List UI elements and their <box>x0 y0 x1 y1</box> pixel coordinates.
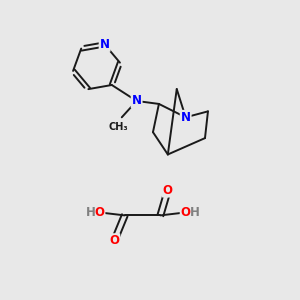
Text: O: O <box>94 206 104 219</box>
Text: H: H <box>85 206 95 219</box>
Text: N: N <box>132 94 142 107</box>
Text: O: O <box>163 184 173 196</box>
Text: H: H <box>190 206 200 219</box>
Text: N: N <box>100 38 110 51</box>
Text: O: O <box>181 206 191 219</box>
Text: N: N <box>181 111 191 124</box>
Text: CH₃: CH₃ <box>109 122 129 132</box>
Text: O: O <box>109 234 119 247</box>
